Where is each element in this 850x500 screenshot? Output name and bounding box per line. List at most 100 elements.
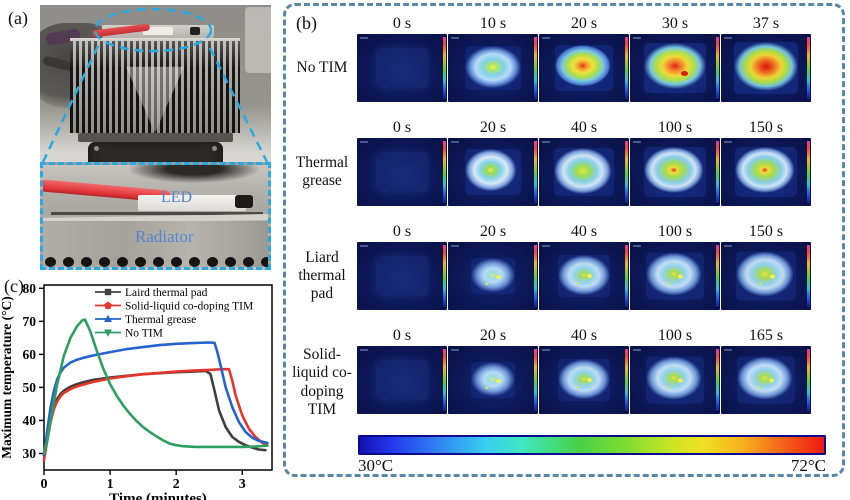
time-label: 0 s bbox=[392, 15, 412, 32]
panel-a-label: (a) bbox=[8, 8, 28, 28]
y-tick-label: 30 bbox=[23, 446, 37, 461]
heatsink-shading bbox=[70, 41, 240, 133]
y-tick-label: 50 bbox=[23, 380, 37, 395]
panel-b: (b) 0 s 10 s 20 s 30 s 37 s No TIM 0 s 20 s 40 s… bbox=[283, 3, 845, 477]
time-label: 20 s bbox=[570, 15, 598, 32]
mini-colorbar bbox=[443, 245, 446, 307]
mini-colorbar bbox=[534, 141, 537, 203]
led-component bbox=[190, 27, 200, 35]
thermal-hotspot bbox=[465, 149, 521, 195]
legend-label: Laird thermal pad bbox=[125, 287, 208, 299]
thermal-hotspot bbox=[471, 258, 515, 294]
time-label: 40 s bbox=[570, 327, 598, 344]
inset-radiator-holes bbox=[45, 257, 268, 267]
thermal-image bbox=[357, 34, 447, 102]
y-tick-label: 40 bbox=[23, 413, 37, 428]
panel-b-label: (b) bbox=[296, 13, 317, 33]
mini-colorbar bbox=[625, 37, 628, 99]
thermal-hotspot bbox=[644, 43, 706, 93]
y-tick-label: 80 bbox=[23, 281, 37, 296]
mini-colorbar bbox=[443, 141, 446, 203]
legend-label: Solid-liquid co-doping TIM bbox=[125, 300, 253, 312]
time-label: 20 s bbox=[479, 223, 507, 240]
time-label: 37 s bbox=[752, 15, 780, 32]
thermal-hotspot bbox=[555, 45, 613, 91]
thermal-hotspot bbox=[737, 356, 795, 404]
mini-colorbar bbox=[716, 245, 719, 307]
time-label: 20 s bbox=[479, 119, 507, 136]
thermal-hotspot bbox=[554, 148, 614, 196]
thermal-image bbox=[448, 138, 538, 206]
thermal-image bbox=[630, 138, 720, 206]
time-label: 20 s bbox=[479, 327, 507, 344]
thermal-hotspot bbox=[558, 255, 610, 297]
row-label: Liard thermal pad bbox=[298, 248, 346, 303]
axes-box bbox=[43, 284, 273, 471]
line-chart: 0 1 2 3 30 40 50 60 70 80 Time (minutes) Maximum te… bbox=[0, 281, 273, 500]
thermal-image bbox=[357, 138, 447, 206]
legend-marker-square bbox=[104, 288, 112, 296]
x-tick-label: 0 bbox=[41, 477, 48, 492]
spacer bbox=[288, 222, 356, 242]
row-label: No TIM bbox=[296, 58, 348, 76]
thermal-hotspot bbox=[644, 147, 706, 197]
inset-cable-shadow bbox=[129, 165, 259, 183]
time-label: 100 s bbox=[657, 327, 693, 344]
thermal-image-grid: 0 s 10 s 20 s 30 s 37 s No TIM 0 s 20 s 40 s 100 … bbox=[288, 14, 842, 419]
time-label: 150 s bbox=[748, 223, 784, 240]
thermal-image bbox=[539, 34, 629, 102]
thermal-row: 0 s 20 s 40 s 100 s 165 s Solid-liquid co-dop… bbox=[288, 326, 842, 419]
temperature-colorbar: 30°C 72°C bbox=[358, 435, 826, 476]
colorbar-max-label: 72°C bbox=[790, 456, 826, 476]
thermal-image bbox=[539, 346, 629, 414]
y-axis-title: Maximum temperature (°C) bbox=[0, 296, 14, 459]
thermal-hotspot bbox=[376, 152, 428, 192]
thermal-image bbox=[448, 242, 538, 310]
photo-led-heatsink: LED Radiator bbox=[40, 5, 271, 270]
thermal-row: 0 s 10 s 20 s 30 s 37 s No TIM bbox=[288, 14, 842, 102]
thermal-hotspot bbox=[734, 42, 798, 94]
fan-screw bbox=[94, 146, 99, 151]
thermal-hotspot bbox=[558, 359, 610, 401]
time-label: 40 s bbox=[570, 119, 598, 136]
row-label: Thermal grease bbox=[295, 153, 349, 189]
thermal-image bbox=[357, 346, 447, 414]
thermal-hotspot bbox=[376, 48, 428, 88]
colorbar-min-label: 30°C bbox=[358, 456, 394, 476]
mini-colorbar bbox=[534, 245, 537, 307]
time-label: 30 s bbox=[661, 15, 689, 32]
mini-colorbar bbox=[807, 141, 810, 203]
inset-label-radiator: Radiator bbox=[135, 227, 194, 246]
x-axis-title: Time (minutes) bbox=[109, 491, 207, 500]
time-label: 165 s bbox=[748, 327, 784, 344]
thermal-hotspot bbox=[736, 251, 796, 301]
mini-colorbar bbox=[443, 37, 446, 99]
thermal-image bbox=[630, 346, 720, 414]
time-label: 150 s bbox=[748, 119, 784, 136]
thermal-image bbox=[357, 242, 447, 310]
inset-led-board bbox=[138, 195, 246, 211]
mini-colorbar bbox=[625, 141, 628, 203]
thermal-row: 0 s 20 s 40 s 100 s 150 s Thermal grease bbox=[288, 118, 842, 206]
thermal-hotspot bbox=[471, 362, 515, 398]
series-no-tim bbox=[42, 318, 269, 455]
row-label: Solid-liquid co-doping TIM bbox=[292, 346, 352, 418]
x-tick-label: 1 bbox=[107, 477, 114, 492]
legend-label: Thermal grease bbox=[125, 314, 196, 326]
inset-board-shadow bbox=[51, 212, 263, 215]
thermal-image bbox=[630, 242, 720, 310]
mini-colorbar bbox=[716, 37, 719, 99]
panel-c-label: (c) bbox=[4, 276, 24, 296]
time-label: 100 s bbox=[657, 119, 693, 136]
thermal-hotspot bbox=[376, 256, 428, 296]
thermal-row: 0 s 20 s 40 s 100 s 150 s Liard thermal pad bbox=[288, 222, 842, 310]
mini-colorbar bbox=[625, 349, 628, 411]
x-tick-label: 3 bbox=[239, 477, 246, 492]
thermal-hotspot bbox=[646, 252, 704, 300]
time-label: 0 s bbox=[392, 223, 412, 240]
thermal-hotspot bbox=[465, 46, 521, 90]
panel-a: (a) bbox=[0, 0, 283, 272]
mini-colorbar bbox=[807, 37, 810, 99]
heatsink-base bbox=[78, 133, 233, 142]
